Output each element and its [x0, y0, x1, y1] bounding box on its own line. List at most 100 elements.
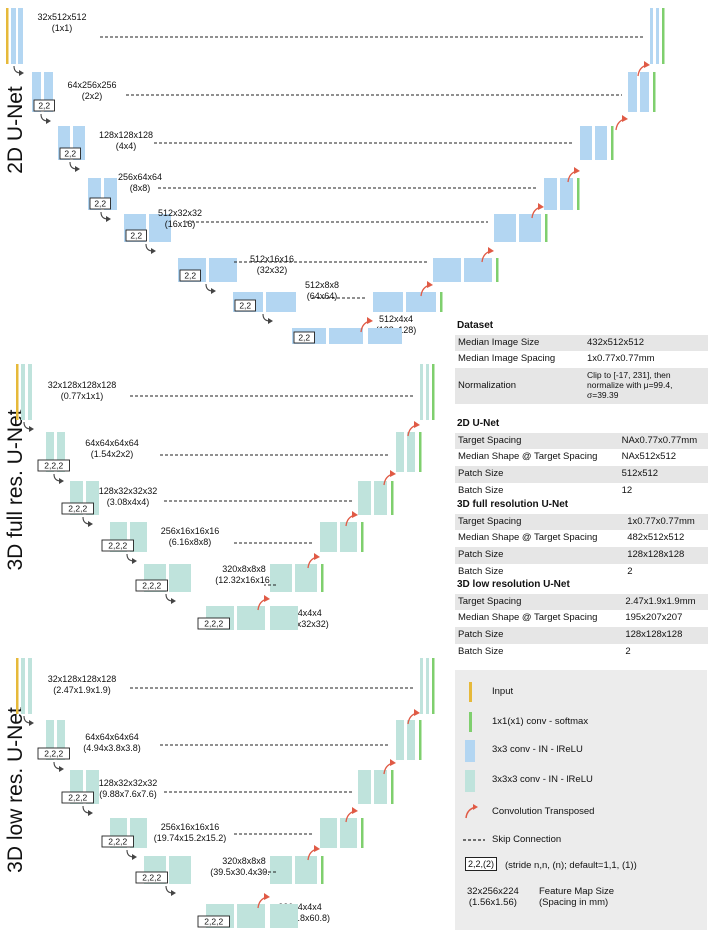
stride-box [197, 617, 230, 630]
feature-map-label: 320x4x4x4 [278, 608, 322, 618]
softmax-bar [321, 564, 324, 592]
unet3d-low-row: Median Shape @ Target Spacing 195x207x207 [455, 610, 708, 628]
stride-label: 2,2,2 [68, 793, 87, 803]
unet3d-low-row: Patch Size 128x128x128 [455, 627, 708, 645]
unet3d-low-key: Patch Size [455, 627, 618, 645]
decoder-block [656, 8, 659, 64]
decoder-block [340, 522, 357, 552]
encoder-block [237, 606, 265, 630]
stride-label: 2,2,2 [44, 749, 63, 759]
fm-example-size: 32x256x224 [467, 886, 519, 897]
unet3d-low-panel: 3D low resolution U-Net Target Spacing 2.… [455, 577, 708, 662]
legend-stride-label: (stride n,n, (n); default=1,1, (1)) [505, 860, 637, 871]
upsample-arrow-head [314, 845, 320, 852]
feature-map-spacing: (4.94x3.8x3.8) [83, 743, 141, 753]
stride-label: 2,2,2 [108, 837, 127, 847]
downsample-arrow-head [29, 720, 34, 726]
section-title: 3D low res. U-Net [4, 707, 27, 873]
stride-box [101, 835, 134, 848]
decoder-block [650, 8, 653, 64]
legend-conv3d-label: 3x3x3 conv - IN - lReLU [492, 774, 593, 785]
stride-label: 2,2,2 [204, 917, 223, 927]
feature-map-label: 512x4x4 [379, 314, 413, 324]
unet2d-value: NAx0.77x0.77mm [613, 432, 708, 450]
feature-map-label: 128x32x32x32 [99, 486, 158, 496]
unet3d-full-title: 3D full resolution U-Net [457, 499, 569, 510]
legend-softmax: 1x1(x1) conv - softmax [455, 712, 707, 732]
section-title: 2D U-Net [4, 86, 27, 174]
stride-box [234, 299, 256, 312]
upsample-arrow-head [390, 759, 396, 766]
upsample-arrow-head [488, 247, 494, 254]
unet3d-low-value: 195x207x207 [617, 610, 708, 628]
upsample-arrow-head [538, 203, 544, 210]
downsample-arrow-head [171, 598, 176, 604]
stride-box [37, 459, 70, 472]
encoder-block [149, 214, 171, 242]
unet2d-row: Patch Size 512x512 [455, 466, 708, 484]
downsample-arrow-head [151, 248, 156, 254]
softmax-bar [545, 214, 548, 242]
unet2d-row: Target Spacing NAx0.77x0.77mm [455, 432, 708, 450]
encoder-block [28, 658, 32, 714]
decoder-block [270, 564, 292, 592]
unet3d-full-key: Target Spacing [455, 513, 620, 531]
unet3d-low-key: Median Shape @ Target Spacing [455, 610, 618, 628]
feature-map-spacing: (2.47x1.9x1.9) [53, 685, 111, 695]
encoder-block [57, 432, 65, 472]
stride-label: 2,2 [38, 101, 50, 111]
legend-conv2d: 3x3 conv - IN - lReLU [455, 740, 707, 762]
downsample-arrow-head [88, 521, 93, 527]
feature-map-label: 320x8x8x8 [222, 856, 266, 866]
encoder-block [57, 720, 65, 760]
feature-map-label: 256x16x16x16 [161, 822, 220, 832]
unet3d-full-row: Patch Size 128x128x128 [455, 547, 708, 565]
dataset-key: Median Image Spacing [455, 351, 579, 369]
stride-label: 2,2 [184, 271, 196, 281]
conv2d-swatch-icon [465, 740, 475, 762]
dataset-key: Normalization [455, 368, 579, 404]
feature-map-label: 64x64x64x64 [85, 732, 139, 742]
downsample-arrow-head [211, 288, 216, 294]
decoder-block [340, 818, 357, 848]
decoder-block [295, 564, 317, 592]
downsample-arrow-head [132, 558, 137, 564]
softmax-bar [361, 522, 364, 552]
feature-map-spacing: (79x60.8x60.8) [270, 913, 330, 923]
decoder-block [519, 214, 541, 242]
encoder-block [46, 432, 54, 472]
dataset-panel: Dataset Median Image Size 432x512x512 Med… [455, 318, 708, 404]
stride-label: 2,2,2 [204, 619, 223, 629]
decoder-block [544, 178, 557, 210]
unet3d-low-value: 2.47x1.9x1.9mm [617, 593, 708, 611]
legend-input-label: Input [492, 686, 514, 697]
softmax-bar [653, 72, 656, 112]
softmax-bar [440, 292, 443, 312]
legend-softmax-label: 1x1(x1) conv - softmax [492, 716, 589, 727]
feature-map-label: 128x32x32x32 [99, 778, 158, 788]
stride-box [179, 269, 201, 282]
input-swatch-icon [469, 682, 472, 702]
softmax-bar [419, 432, 422, 472]
bottleneck-block [368, 328, 402, 344]
stride-box [37, 747, 70, 760]
softmax-bar [432, 658, 435, 714]
input-bar [16, 658, 19, 714]
encoder-block [46, 720, 54, 760]
stride-label: 2,2 [94, 199, 106, 209]
feature-map-label: 32x128x128x128 [48, 380, 117, 390]
decoder-block [407, 432, 415, 472]
decoder-block [396, 432, 404, 472]
unet3d-full-key: Batch Size [455, 564, 620, 582]
dataset-value: 1x0.77x0.77mm [579, 351, 708, 369]
feature-map-label: 128x128x128 [99, 130, 153, 140]
bottleneck-block [270, 606, 298, 630]
legend-transposed: Convolution Transposed [455, 802, 707, 822]
decoder-block [270, 856, 292, 884]
encoder-block [169, 856, 191, 884]
encoder-block [130, 818, 147, 848]
stride-label: 2,2,2 [142, 581, 161, 591]
feature-map-spacing: (8x8) [130, 183, 151, 193]
upsample-arrow-head [352, 807, 358, 814]
stride-box [61, 502, 94, 515]
